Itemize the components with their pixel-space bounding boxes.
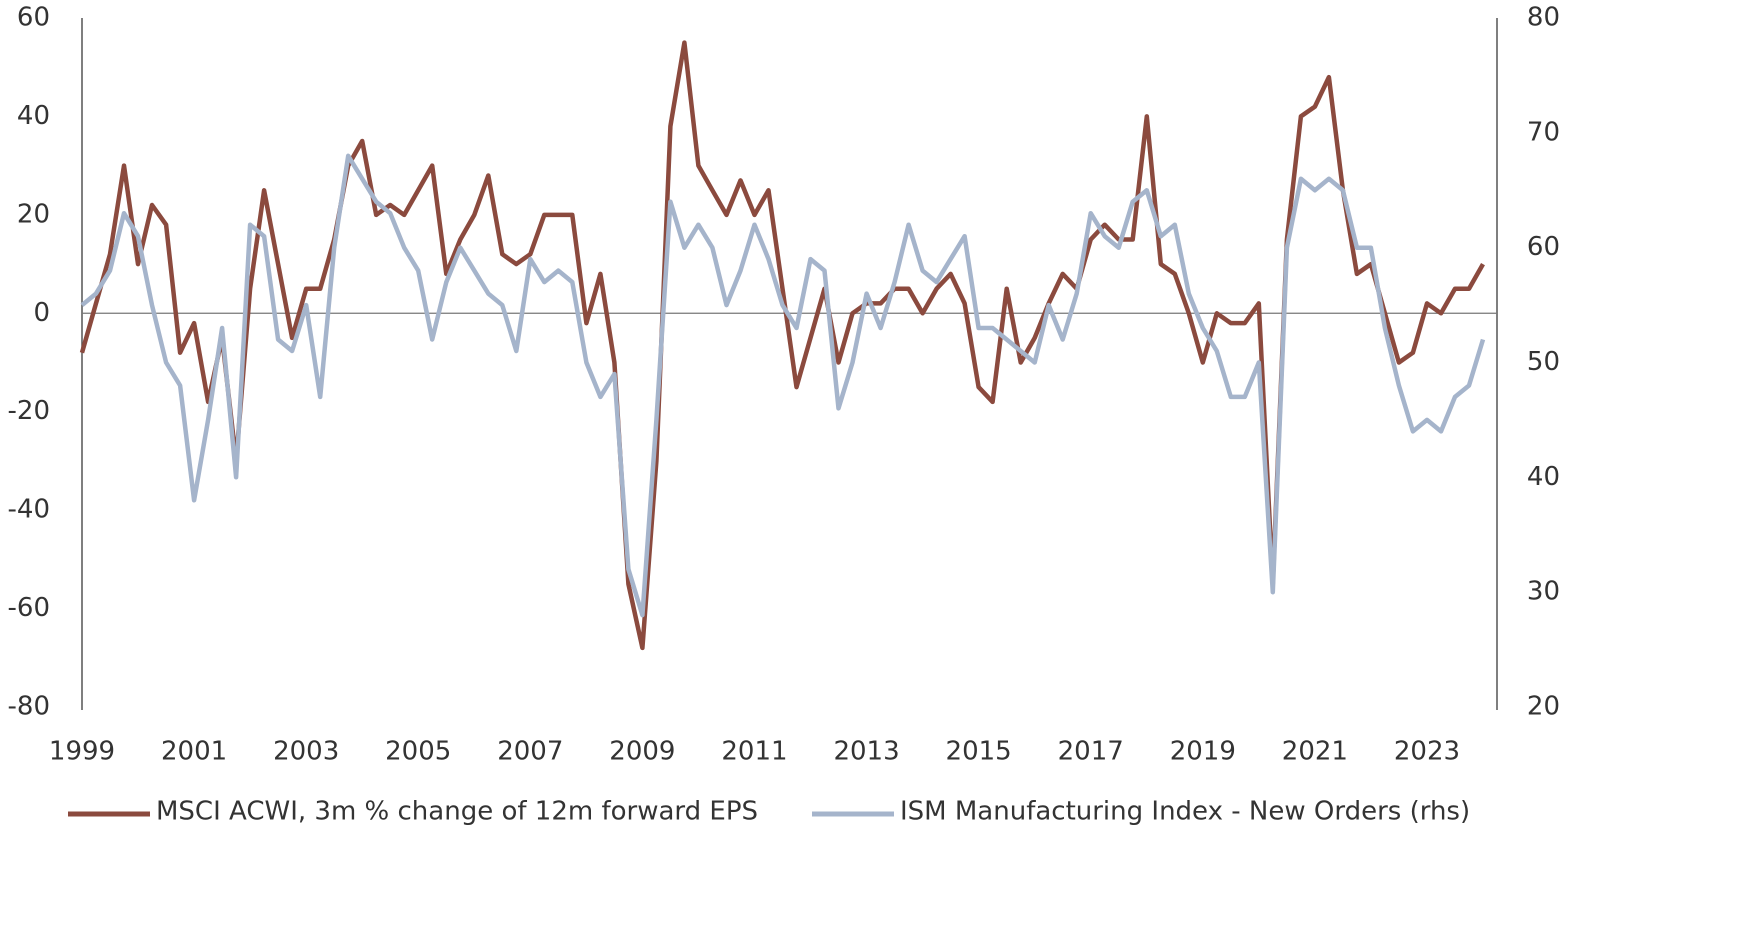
y-tick-label: 0 [33,298,50,328]
y-tick-label: -80 [8,692,50,722]
x-tick-label: 2015 [946,737,1012,767]
y2-tick-label: 40 [1527,462,1560,492]
x-tick-label: 2003 [273,737,339,767]
y-tick-label: -60 [8,593,50,623]
series-line [80,153,1486,618]
y2-tick-label: 60 [1527,232,1560,262]
legend-label: MSCI ACWI, 3m % change of 12m forward EP… [156,797,758,827]
x-tick-label: 2011 [721,737,787,767]
y2-tick-label: 50 [1527,347,1560,377]
y2-tick-label: 20 [1527,692,1560,722]
y-tick-label: 20 [17,199,50,229]
y2-tick-label: 30 [1527,577,1560,607]
legend-label: ISM Manufacturing Index - New Orders (rh… [900,797,1470,827]
x-tick-label: 2007 [497,737,563,767]
x-tick-label: 2013 [833,737,899,767]
y-tick-label: 60 [17,3,50,33]
y2-tick-label: 80 [1527,3,1560,33]
x-tick-label: 2021 [1282,737,1348,767]
y2-tick-label: 70 [1527,117,1560,147]
y-tick-label: -40 [8,495,50,525]
x-tick-label: 2001 [161,737,227,767]
y-tick-label: -20 [8,396,50,426]
x-tick-label: 1999 [49,737,115,767]
y-tick-label: 40 [17,101,50,131]
x-tick-label: 2019 [1170,737,1236,767]
series-line [79,40,1485,651]
x-tick-label: 2009 [609,737,675,767]
x-tick-label: 2023 [1394,737,1460,767]
x-tick-label: 2017 [1058,737,1124,767]
x-tick-label: 2005 [385,737,451,767]
